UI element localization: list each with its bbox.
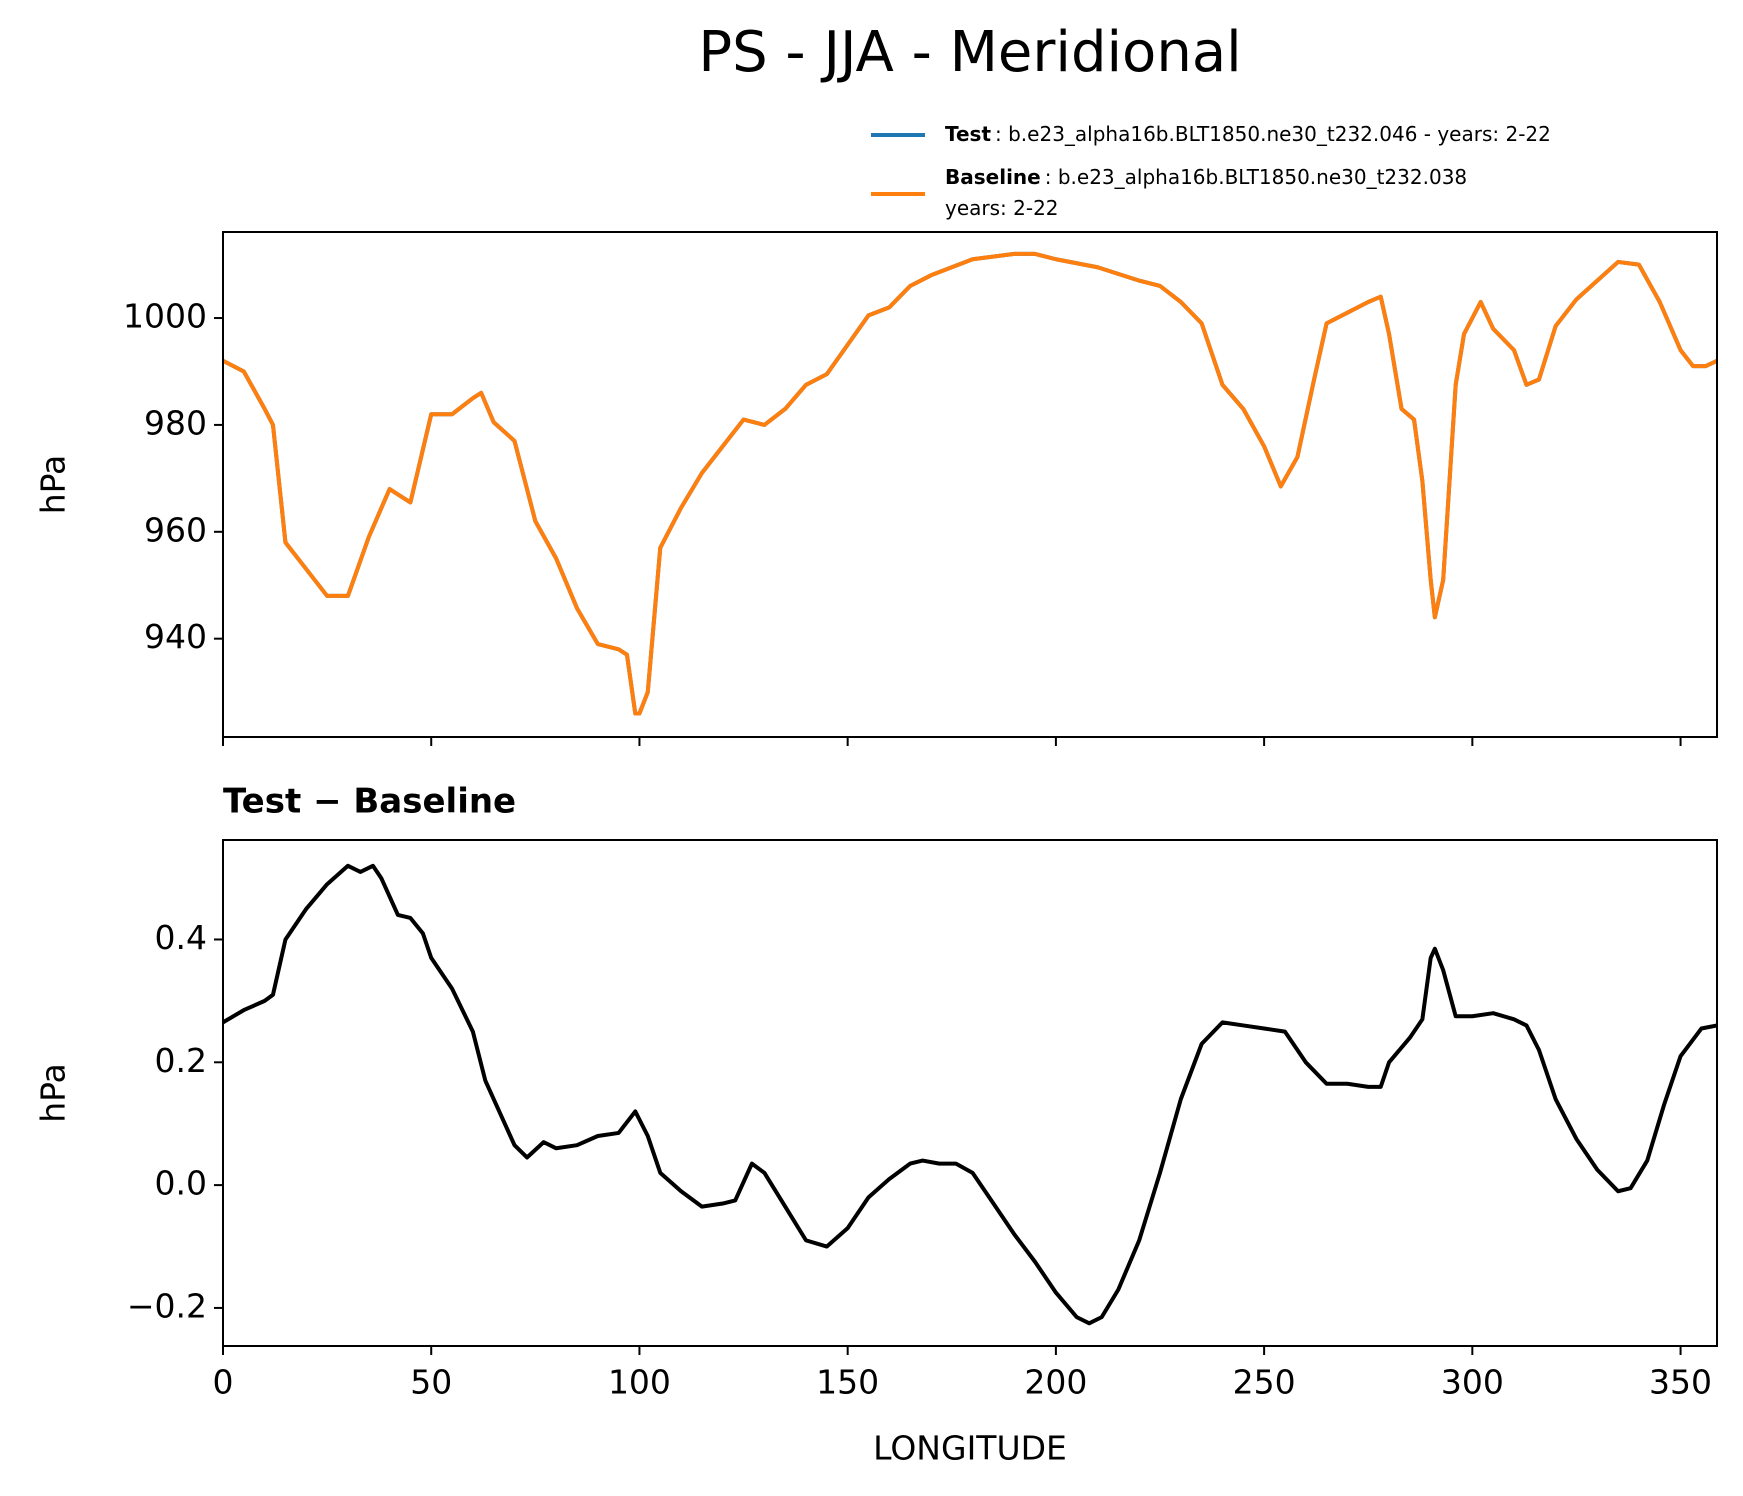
axes-frame	[222, 839, 1718, 1347]
y-tick-label: 0.2	[155, 1041, 207, 1080]
legend-name: Test	[945, 122, 991, 146]
legend-text: years: 2-22	[945, 196, 1059, 220]
axes-frame	[222, 231, 1718, 738]
x-tick-label: 0	[213, 1363, 234, 1402]
plot-area	[223, 863, 1717, 1326]
axes-title: Test − Baseline	[223, 782, 516, 822]
legend-label: years: 2-22	[945, 196, 1059, 220]
y-tick-label: −0.2	[127, 1286, 207, 1325]
x-tick-label: 250	[1233, 1363, 1296, 1402]
y-tick-label: 1000	[123, 297, 207, 336]
data-line	[223, 251, 1717, 716]
x-tick-label: 50	[410, 1363, 452, 1402]
x-tick-label: 150	[816, 1363, 879, 1402]
x-tick-label: 300	[1441, 1363, 1504, 1402]
y-tick-label: 0.0	[155, 1164, 207, 1203]
plot-area	[223, 251, 1717, 716]
legend-name: Baseline	[945, 165, 1041, 189]
x-tick-label: 100	[608, 1363, 671, 1402]
data-line	[223, 251, 1717, 716]
legend-label: Baseline: b.e23_alpha16b.BLT1850.ne30_t2…	[945, 165, 1467, 189]
x-axis-label: LONGITUDE	[873, 1429, 1067, 1468]
y-tick-label: 0.4	[155, 918, 207, 957]
legend-text: : b.e23_alpha16b.BLT1850.ne30_t232.046 -…	[995, 122, 1551, 146]
y-axis-label: hPa	[34, 1063, 73, 1123]
x-tick-label: 350	[1649, 1363, 1712, 1402]
x-tick-label: 200	[1024, 1363, 1087, 1402]
figure-title: PS - JJA - Meridional	[698, 20, 1241, 85]
legend-label: Test: b.e23_alpha16b.BLT1850.ne30_t232.0…	[945, 122, 1551, 146]
y-tick-label: 940	[144, 617, 207, 656]
data-line	[223, 863, 1717, 1326]
y-tick-label: 980	[144, 403, 207, 442]
y-tick-label: 960	[144, 510, 207, 549]
y-axis-label: hPa	[34, 455, 73, 515]
legend-text: : b.e23_alpha16b.BLT1850.ne30_t232.038	[1045, 165, 1467, 189]
